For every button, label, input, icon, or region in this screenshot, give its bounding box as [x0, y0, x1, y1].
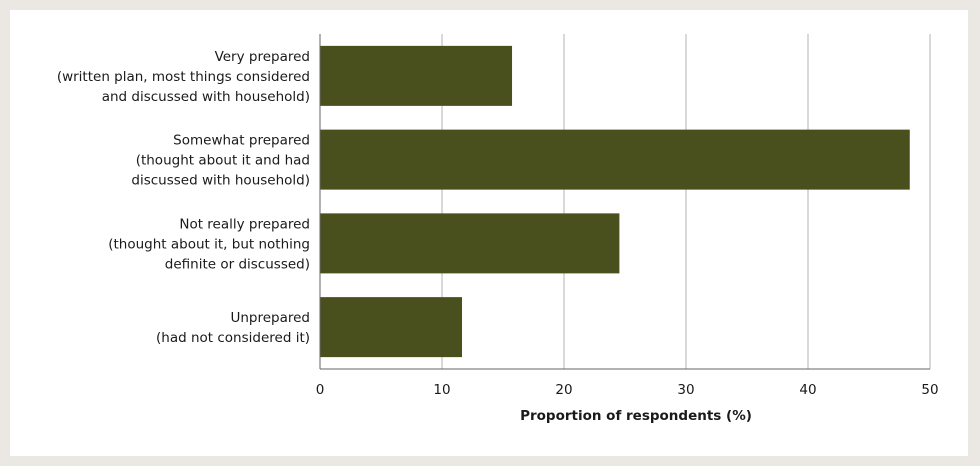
category-label: Very prepared (written plan, most things …	[57, 49, 310, 105]
category-label-line: (thought about it and had	[136, 153, 310, 169]
bar	[320, 129, 910, 190]
bar	[320, 297, 463, 358]
category-label-line: Unprepared	[230, 310, 310, 326]
category-label: Unprepared (had not considered it)	[156, 310, 310, 346]
x-tick-label: 10	[433, 382, 450, 398]
x-tick-label: 20	[555, 382, 572, 398]
x-tick-label: 0	[316, 382, 325, 398]
x-tick-label: 30	[677, 382, 694, 398]
x-tick-label: 50	[921, 382, 938, 398]
x-tick-label: 40	[799, 382, 816, 398]
category-label-line: (had not considered it)	[156, 330, 310, 346]
bars	[320, 45, 910, 358]
category-label-line: and discussed with household)	[102, 89, 310, 105]
gridlines	[441, 34, 931, 369]
bar	[320, 213, 620, 274]
x-axis-title: Proportion of respondents (%)	[520, 408, 752, 424]
category-labels: Very prepared (written plan, most things …	[57, 49, 310, 346]
category-label: Somewhat prepared (thought about it and h…	[131, 133, 310, 189]
category-label-line: Somewhat prepared	[173, 133, 310, 149]
category-label-line: Very prepared	[215, 49, 310, 65]
category-label-line: discussed with household)	[131, 173, 310, 189]
category-label-line: (written plan, most things considered	[57, 69, 310, 85]
category-label: Not really prepared (thought about it, bu…	[108, 216, 310, 272]
category-label-line: (thought about it, but nothing	[108, 236, 310, 252]
bar	[320, 45, 513, 106]
tick-labels: 0 10 20 30 40 50	[316, 382, 939, 398]
category-label-line: definite or discussed)	[165, 256, 310, 272]
axes	[319, 34, 930, 370]
category-label-line: Not really prepared	[179, 216, 310, 232]
